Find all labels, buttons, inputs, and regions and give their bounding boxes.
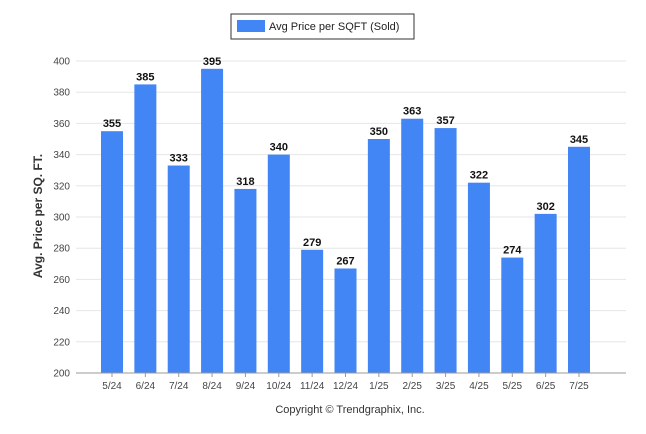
data-label: 395 (203, 56, 221, 68)
y-tick-label: 220 (53, 337, 70, 348)
x-axis-ticks: 5/24 6/24 7/24 8/24 9/24 10/24 11/24 12/24 1/25 2… (102, 373, 589, 392)
y-axis-title: Avg. Price per SQ. FT. (31, 154, 45, 278)
data-label: 333 (170, 153, 188, 165)
y-tick-label: 340 (53, 150, 70, 161)
x-tick-label: 1/25 (369, 381, 389, 392)
x-tick-label: 11/24 (300, 381, 325, 392)
bar[interactable] (501, 257, 524, 373)
y-tick-label: 260 (53, 275, 70, 286)
y-tick-label: 320 (53, 181, 70, 192)
bar[interactable] (134, 84, 157, 374)
x-tick-label: 7/25 (569, 381, 589, 392)
legend-swatch (237, 20, 265, 32)
y-tick-label: 400 (53, 57, 70, 68)
x-tick-label: 5/25 (503, 381, 523, 392)
x-tick-label: 6/25 (536, 381, 556, 392)
y-tick-label: 300 (53, 213, 70, 224)
bar[interactable] (101, 131, 123, 373)
data-label: 302 (536, 201, 554, 213)
copyright-footer: Copyright © Trendgraphix, Inc. (275, 404, 424, 416)
y-tick-label: 200 (53, 369, 70, 380)
bar[interactable] (434, 128, 457, 373)
data-label: 385 (136, 71, 154, 83)
data-label: 363 (403, 106, 421, 118)
x-tick-label: 3/25 (436, 381, 456, 392)
y-tick-label: 360 (53, 119, 70, 130)
bar[interactable] (201, 68, 224, 374)
x-tick-label: 9/24 (236, 381, 256, 392)
data-label: 340 (270, 142, 288, 154)
x-tick-label: 6/24 (136, 381, 156, 392)
data-label: 318 (236, 176, 254, 188)
data-label: 350 (370, 126, 388, 138)
data-label: 279 (303, 237, 321, 249)
bar[interactable] (367, 139, 390, 373)
bar[interactable] (467, 182, 490, 373)
bar[interactable] (167, 165, 190, 373)
x-tick-label: 5/24 (102, 381, 122, 392)
bar[interactable] (534, 213, 557, 373)
y-tick-label: 280 (53, 244, 70, 255)
x-tick-label: 10/24 (266, 381, 291, 392)
x-tick-label: 7/24 (169, 381, 189, 392)
data-label: 322 (470, 170, 488, 182)
bar[interactable] (234, 188, 257, 373)
bar[interactable] (401, 118, 424, 373)
legend-label: Avg Price per SQFT (Sold) (269, 21, 399, 33)
bar[interactable] (301, 249, 324, 373)
x-tick-label: 12/24 (333, 381, 358, 392)
y-axis-ticks: 200 220 240 260 280 300 320 340 360 380 400 (53, 57, 70, 380)
x-tick-label: 2/25 (402, 381, 422, 392)
data-label: 267 (336, 255, 354, 267)
bar[interactable] (267, 154, 290, 373)
data-label: 355 (103, 118, 121, 130)
y-tick-label: 380 (53, 88, 70, 99)
bars (101, 68, 590, 374)
data-labels: 355 385 333 395 318 340 279 267 350 363 357 322 274 3… (103, 56, 588, 268)
legend[interactable]: Avg Price per SQFT (Sold) (230, 13, 415, 40)
x-tick-label: 8/24 (202, 381, 222, 392)
data-label: 274 (503, 245, 522, 257)
x-tick-label: 4/25 (469, 381, 489, 392)
bar[interactable] (334, 268, 357, 373)
y-tick-label: 240 (53, 306, 70, 317)
data-label: 345 (570, 134, 588, 146)
data-label: 357 (436, 115, 454, 127)
bar[interactable] (568, 146, 590, 373)
